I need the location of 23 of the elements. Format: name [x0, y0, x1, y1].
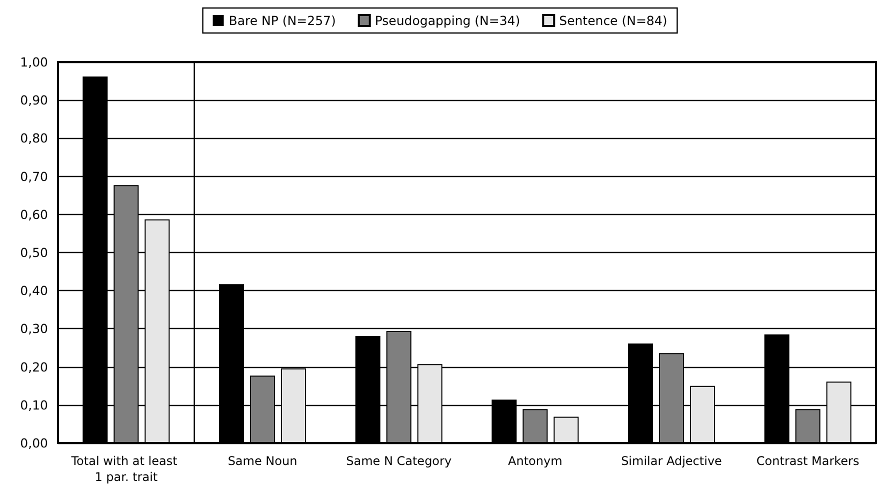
legend-label: Pseudogapping (N=34): [374, 13, 520, 28]
y-tick-label: 0,20: [20, 359, 48, 374]
x-tick-label: Similar Adjective: [621, 454, 722, 468]
y-tick-label: 0,60: [20, 206, 48, 222]
legend-label: Sentence (N=84): [559, 13, 668, 28]
y-tick-label: 0,50: [20, 245, 48, 260]
y-tick-label: 0,00: [20, 436, 48, 450]
bar: [522, 409, 548, 443]
y-tick-label: 0,70: [20, 168, 48, 184]
y-tick-label: 1,00: [20, 54, 48, 70]
bar: [795, 409, 820, 443]
x-tick-label: Same N Category: [346, 454, 452, 468]
x-tick-label: Antonym: [508, 454, 562, 468]
y-tick-label: 0,80: [20, 130, 48, 146]
bar: [554, 416, 579, 443]
y-tick-label: 0,30: [20, 321, 48, 336]
y-tick-label: 0,10: [20, 397, 48, 412]
y-tick-label: 0,90: [20, 92, 48, 108]
x-tick-label: Total with at least 1 par. trait: [70, 454, 182, 484]
y-tick-label: 0,40: [20, 283, 48, 298]
x-tick-label: Same Noun: [228, 454, 298, 468]
legend-label: Bare NP (N=257): [228, 13, 336, 28]
x-tick-label: Contrast Markers: [756, 454, 860, 468]
